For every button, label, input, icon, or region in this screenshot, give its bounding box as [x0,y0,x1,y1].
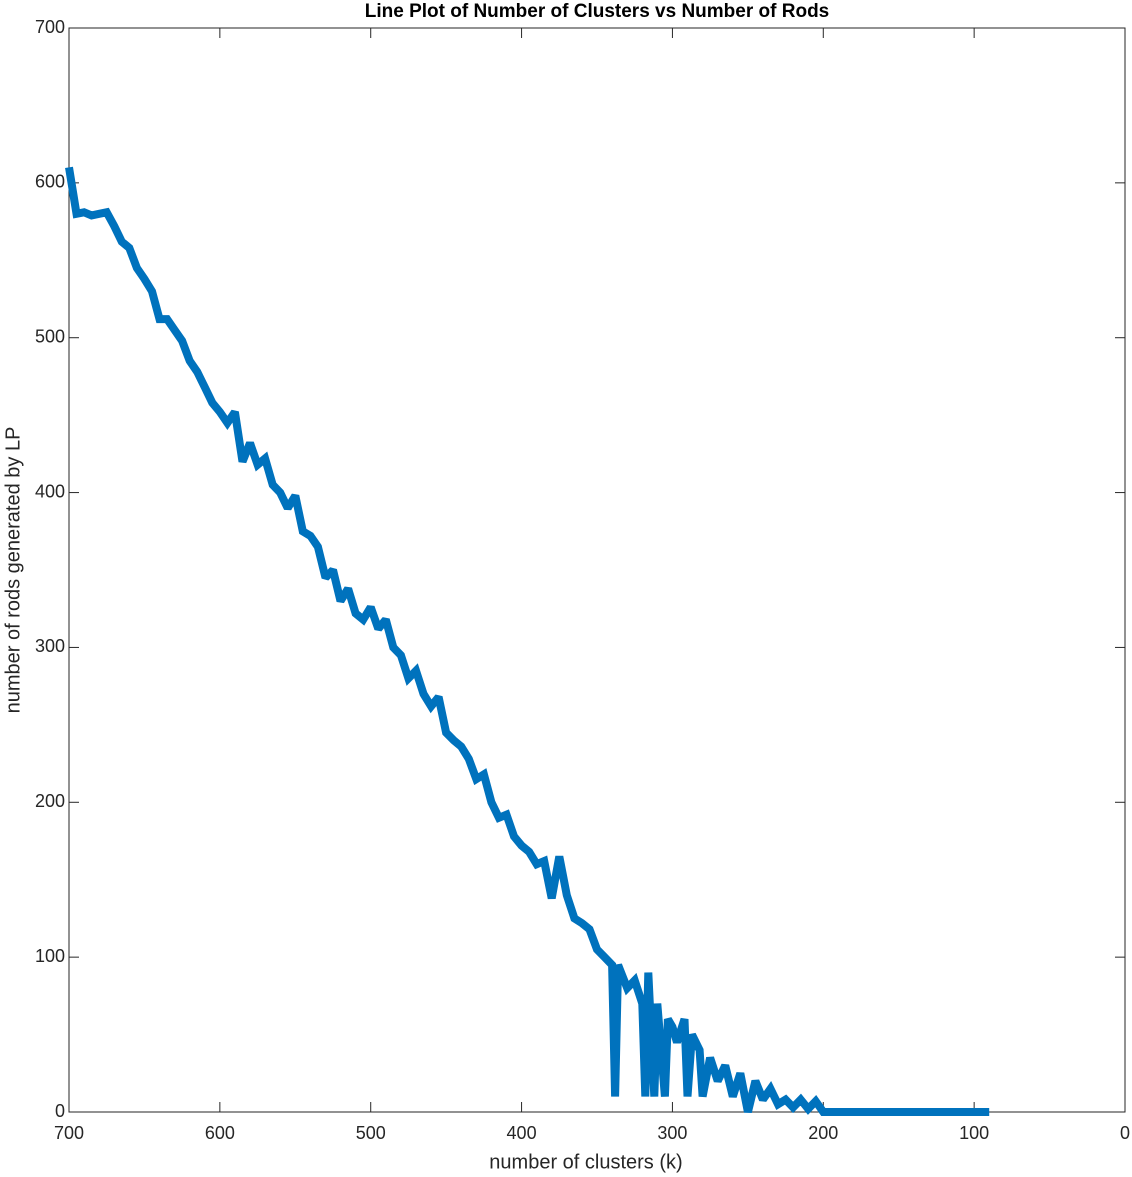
x-tick-label: 200 [808,1123,838,1143]
x-tick-label: 300 [657,1123,687,1143]
data-line [65,166,990,1116]
x-tick-label: 500 [356,1123,386,1143]
y-tick-label: 200 [35,791,65,811]
x-tick-label: 700 [54,1123,84,1143]
y-tick-label: 100 [35,946,65,966]
y-axis-label: number of rods generated by LP [2,427,24,714]
x-tick-label: 100 [959,1123,989,1143]
chart-title: Line Plot of Number of Clusters vs Numbe… [365,1,830,22]
y-tick-label: 400 [35,481,65,501]
plot-frame [68,27,1126,1113]
x-tick-label: 0 [1120,1123,1130,1143]
x-tick-label: 600 [205,1123,235,1143]
x-tick-label: 400 [507,1123,537,1143]
x-axis-label: number of clusters (k) [489,1151,682,1173]
y-tick-label: 700 [35,17,65,37]
y-tick-label: 500 [35,326,65,346]
y-tick-label: 0 [55,1101,65,1121]
y-tick-label: 300 [35,636,65,656]
y-tick-label: 600 [35,172,65,192]
